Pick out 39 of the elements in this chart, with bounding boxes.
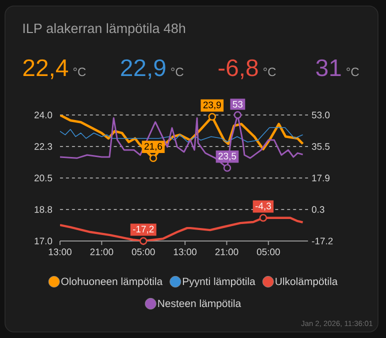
y2-tick-label: -17.2 (312, 238, 333, 244)
x-tick-label: 13:00 (174, 248, 197, 256)
y-tick-label: 22.3 (34, 143, 52, 150)
chart-title: ILP alakerran lämpötila 48h (23, 23, 186, 36)
point (234, 111, 242, 119)
x-tick-label: 21:00 (215, 248, 238, 256)
y2-tick-label: 0.3 (312, 206, 324, 213)
x-tick-label: 21:00 (90, 248, 114, 256)
x-tick-label: 05:00 (132, 248, 155, 256)
legend-label: Nesteen lämpötila (158, 299, 242, 310)
text: °C (264, 68, 276, 76)
text: °C (346, 68, 359, 76)
y-tick-label: 24.0 (34, 112, 52, 118)
text: °C (73, 68, 86, 76)
text: 22,4 (23, 59, 68, 80)
point (259, 214, 268, 222)
text: 31 (316, 59, 341, 76)
legend-label: Pyynti lämpötila (182, 277, 256, 288)
data-label: -4,3 (255, 202, 271, 210)
text: °C (171, 68, 184, 76)
y-tick-label: 17.0 (34, 238, 52, 244)
data-label: 23,9 (203, 102, 221, 110)
legend-label: Olohuoneen lämpötila (61, 277, 163, 288)
text: -6,8 (218, 59, 258, 80)
text: 22,9 (121, 59, 166, 80)
point (223, 164, 232, 172)
data-label: 21,6 (144, 142, 162, 151)
data-label: 23,5 (218, 152, 236, 161)
point (140, 237, 148, 245)
data-label: 53 (232, 100, 243, 108)
y-tick-label: 18.8 (34, 206, 52, 213)
y-tick-label: 20.5 (34, 174, 52, 182)
y2-tick-label: 35.5 (312, 143, 330, 150)
data-label: -17,2 (133, 226, 154, 234)
legend-label: Ulkolämpötila (276, 277, 338, 288)
y2-tick-label: 53.0 (312, 112, 330, 118)
x-tick-label: 13:00 (48, 248, 72, 256)
x-tick-label: 05:00 (256, 248, 280, 256)
y2-tick-label: 17.9 (312, 174, 330, 182)
